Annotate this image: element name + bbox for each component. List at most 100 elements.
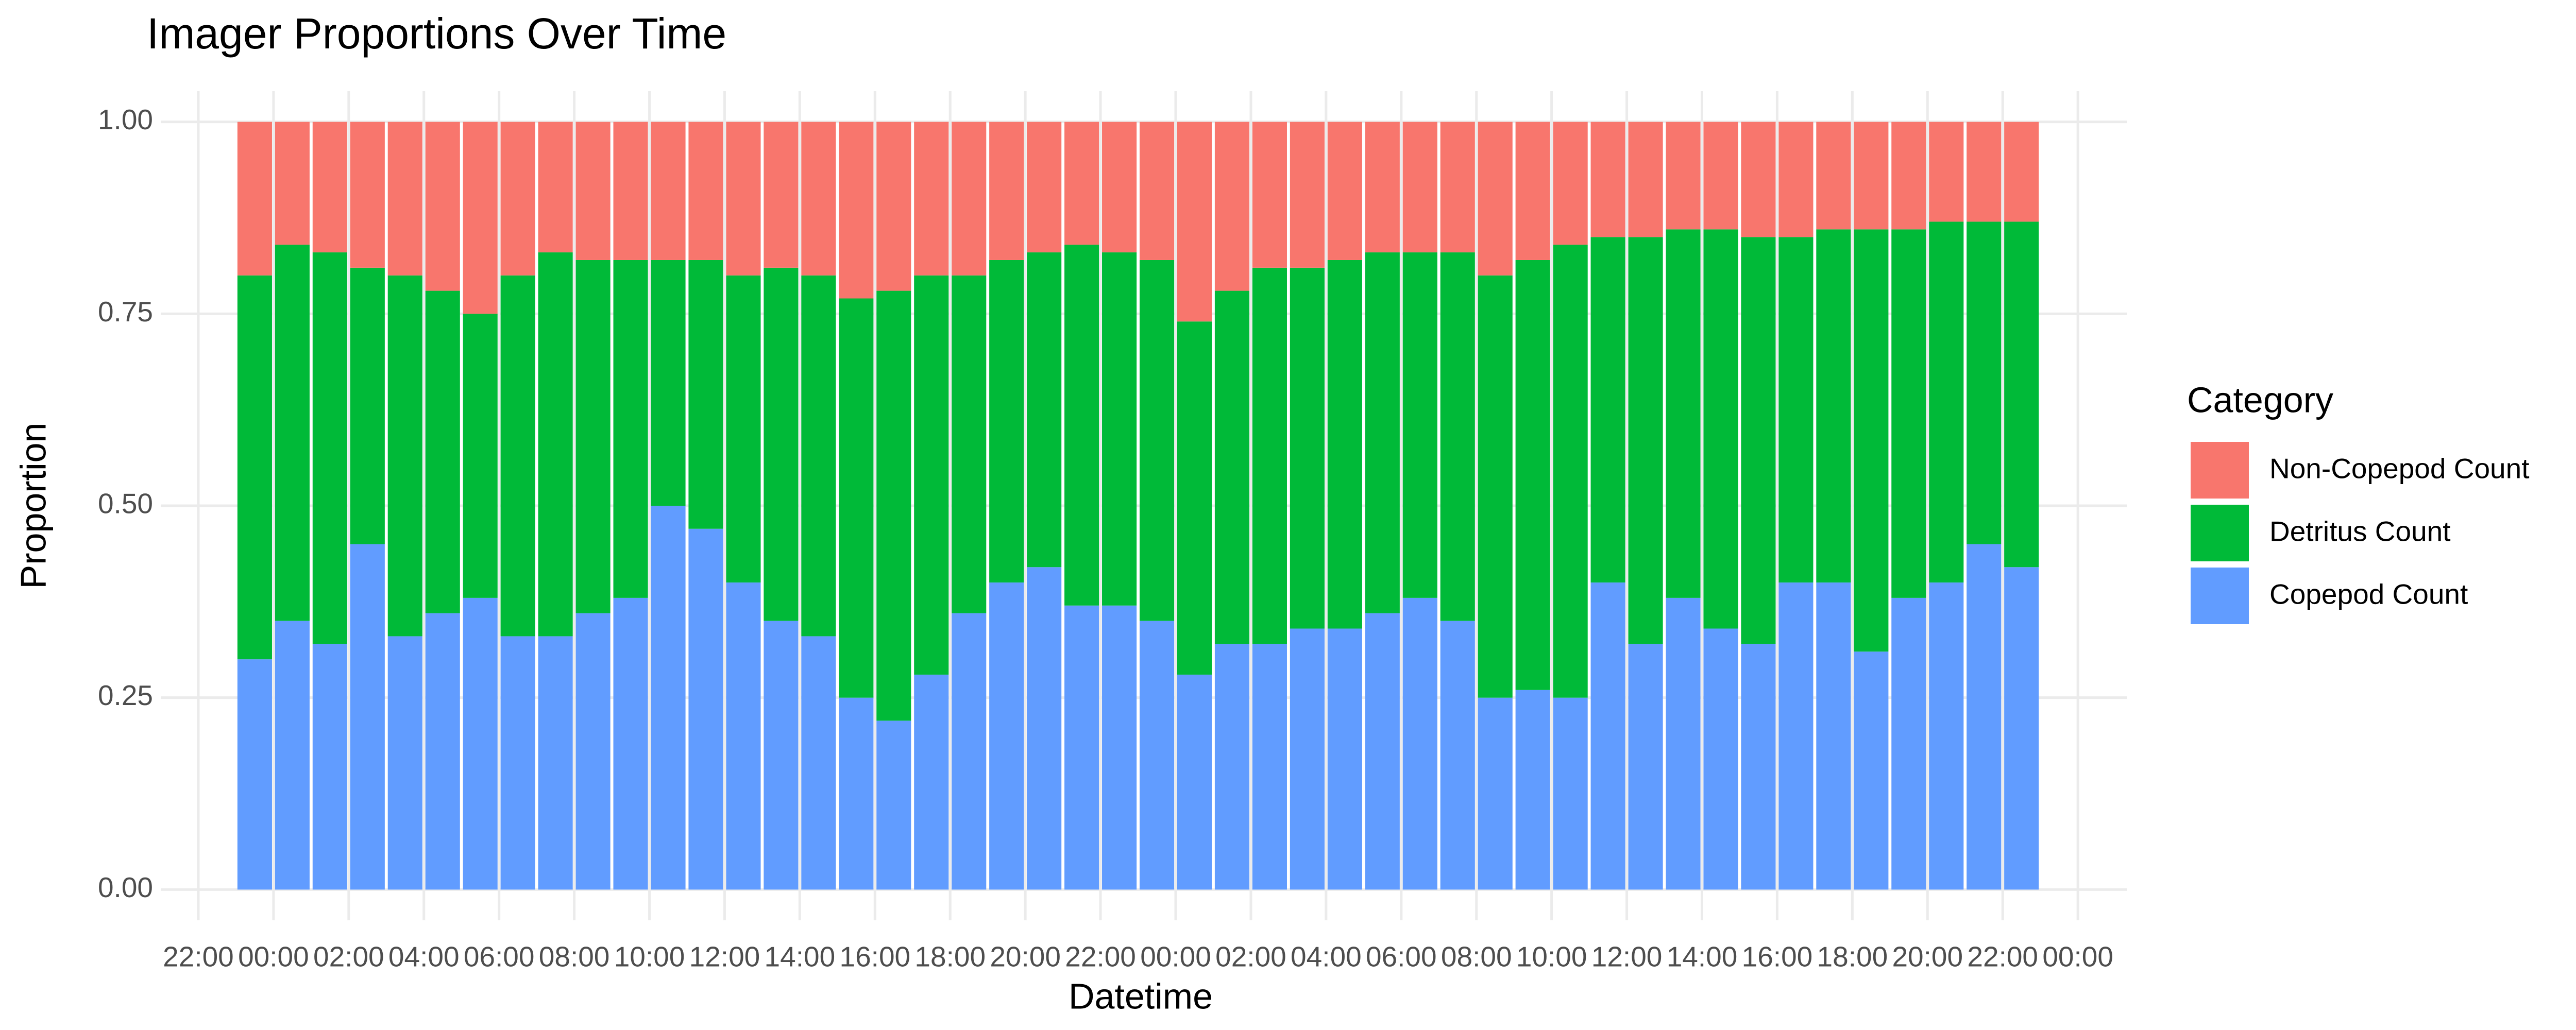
bar-segment [538,252,573,637]
bar-segment [839,122,874,299]
bar-segment [1778,237,1814,583]
bar-segment [1252,644,1287,890]
bar-segment [1854,651,1889,890]
bar-segment [500,122,535,276]
bar-segment [914,122,949,276]
bar-segment [1214,644,1250,890]
bar-segment [989,122,1024,260]
x-tick-label: 02:00 [313,941,384,973]
bar-segment [1478,275,1513,698]
bar-segment [1703,229,1738,629]
bar-segment [989,582,1024,890]
bar-segment [463,122,498,314]
y-tick-label: 0.75 [98,296,153,328]
bar-segment [764,267,799,621]
x-tick-label: 20:00 [990,941,1061,973]
bar-segment [538,636,573,890]
bar-segment [1778,122,1814,237]
bar-segment [1365,613,1400,890]
bar-segment [1628,644,1663,890]
bar-segment [1440,122,1475,253]
bar-segment [1515,690,1550,890]
bar-segment [839,298,874,698]
x-tick-label: 00:00 [238,941,309,973]
x-tick-label: 22:00 [1065,941,1136,973]
bar-segment [1816,122,1851,230]
bar-segment [1139,621,1175,890]
y-tick-label: 0.00 [98,871,153,903]
bar-segment [1741,122,1776,237]
bar-segment [876,720,911,890]
bar-segment [387,275,422,637]
bar-segment [1515,122,1550,260]
bar-segment [2004,122,2039,222]
bar-segment [613,597,648,890]
bar-segment [1854,122,1889,230]
bar-segment [1590,582,1625,890]
legend-key [2191,442,2249,499]
x-tick-label: 18:00 [914,941,986,973]
bar-segment [1703,628,1738,890]
y-tick-label: 1.00 [98,104,153,135]
x-tick-label: 06:00 [1366,941,1437,973]
bar-segment [1553,697,1588,890]
bar-segment [1252,122,1287,268]
y-tick-label: 0.25 [98,679,153,711]
bar-segment [237,275,272,660]
chart-title: Imager Proportions Over Time [147,9,726,58]
bar-segment [989,260,1024,583]
bar-segment [1027,567,1062,890]
bar-segment [1027,122,1062,253]
bar-segment [1967,122,2002,222]
bar-segment [463,314,498,598]
bar-segment [1967,221,2002,544]
bar-segment [425,613,460,890]
bar-segment [575,260,611,613]
bar-segment [688,528,723,890]
bar-segment [876,290,911,721]
bar-segment [1891,597,1926,890]
legend-title: Category [2187,380,2333,420]
bar-segment [914,674,949,890]
bar-segment [1102,122,1137,253]
bar-segment [1327,628,1362,890]
bar-segment [1139,260,1175,621]
bar-segment [1027,252,1062,568]
bar-segment [1666,597,1701,890]
bar-segment [1590,237,1625,583]
x-tick-label: 20:00 [1892,941,1963,973]
bar-segment [350,267,385,544]
bar-segment [651,122,686,260]
x-tick-label: 12:00 [1591,941,1663,973]
bar-segment [764,122,799,268]
bar-segment [275,245,310,621]
bar-segment [1478,697,1513,890]
bar-segment [651,260,686,506]
bar-segment [1327,260,1362,629]
bar-segment [801,122,836,276]
bar-segment [914,275,949,675]
bar-segment [1929,122,1964,222]
x-tick-label: 22:00 [163,941,234,973]
bar-segment [1402,252,1437,598]
bar-segment [1741,237,1776,644]
bar-segment [312,644,347,890]
x-tick-label: 14:00 [765,941,836,973]
bar-segment [500,275,535,637]
bar-segment [575,613,611,890]
legend-label: Non-Copepod Count [2269,453,2530,485]
bar-segment [1628,122,1663,237]
bar-segment [2004,567,2039,890]
bar-segment [1854,229,1889,652]
bar-segment [1590,122,1625,237]
bar-segment [801,636,836,890]
bar-segment [876,122,911,291]
bar-segment [613,260,648,598]
bar-segment [801,275,836,637]
x-tick-label: 08:00 [539,941,610,973]
bar-segment [764,621,799,890]
legend-key [2191,568,2249,624]
bar-segment [1102,252,1137,606]
